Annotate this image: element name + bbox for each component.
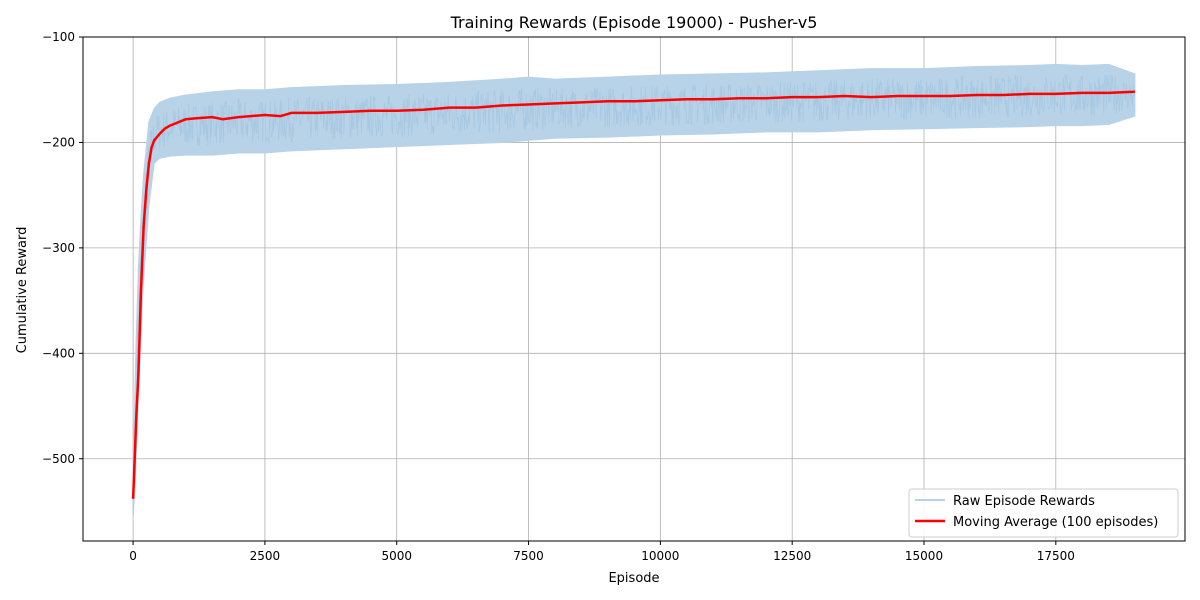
y-axis-label: Cumulative Reward <box>15 227 30 354</box>
x-tick-label: 12500 <box>773 549 811 563</box>
y-tick-label: −300 <box>42 241 75 255</box>
y-tick-label: −100 <box>42 30 75 44</box>
moving-average-line <box>131 90 1135 499</box>
plot-frame <box>82 36 1186 542</box>
x-tick-label: 17500 <box>1037 549 1075 563</box>
x-axis-label: Episode <box>608 571 659 586</box>
legend-box <box>908 488 1179 538</box>
x-tick-label: 15000 <box>905 549 943 563</box>
raw-rewards-band <box>132 63 1136 520</box>
raw-rewards-line <box>132 74 1136 514</box>
x-tick-label: 10000 <box>641 549 679 563</box>
legend: Raw Episode Rewards Moving Average (100 … <box>908 488 1179 538</box>
chart-title: Training Rewards (Episode 19000) - Pushe… <box>450 13 818 32</box>
data-layer <box>131 63 1136 520</box>
x-tick-label: 5000 <box>381 549 412 563</box>
x-tick-label: 7500 <box>513 549 544 563</box>
legend-label-moving-average: Moving Average (100 episodes) <box>953 515 1158 530</box>
y-tick-label: −500 <box>42 452 75 466</box>
x-tick-label: 2500 <box>250 549 281 563</box>
tick-layer: 0 2500 5000 7500 10000 12500 15000 17500 −500 −40… <box>42 30 1075 563</box>
y-tick-label: −200 <box>42 135 75 149</box>
legend-label-raw: Raw Episode Rewards <box>953 494 1095 509</box>
x-tick-label: 0 <box>129 549 137 563</box>
y-tick-label: −400 <box>42 346 75 360</box>
